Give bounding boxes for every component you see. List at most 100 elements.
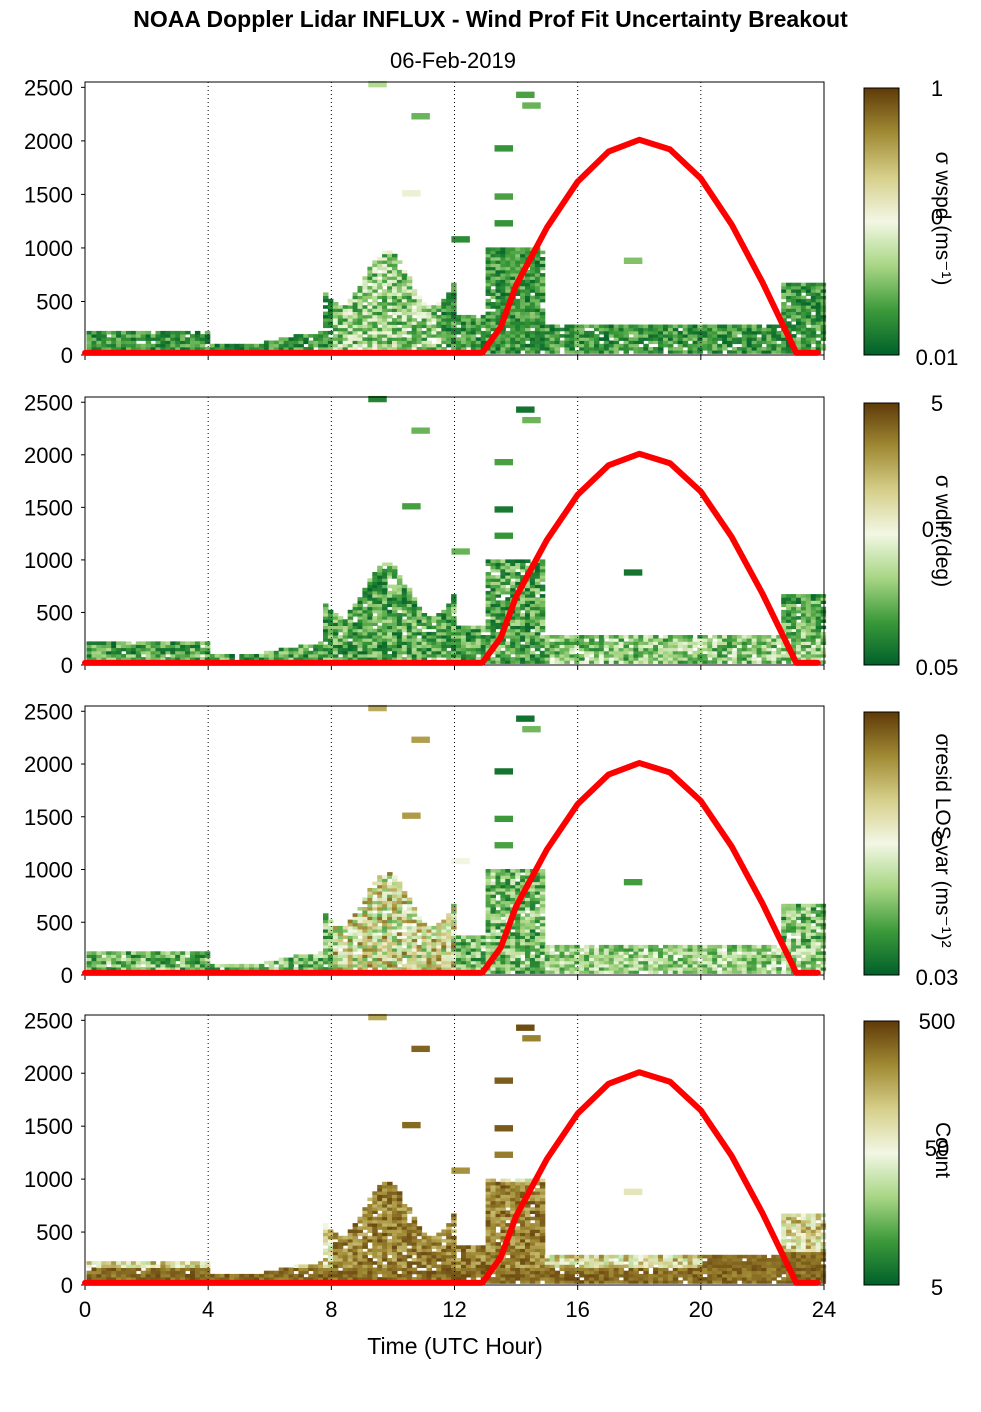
heatmap-cell [805, 654, 812, 658]
heatmap-cell [214, 967, 221, 971]
heatmap-cell [382, 635, 388, 639]
heatmap-cell [96, 957, 102, 962]
heatmap-cell [406, 960, 413, 965]
heatmap-cell [362, 597, 368, 601]
heatmap-cell [436, 922, 442, 927]
heatmap-cell [500, 340, 506, 345]
heatmap-cell [106, 650, 112, 655]
heatmap-cell [465, 935, 472, 939]
heatmap-cell [401, 318, 408, 322]
heatmap-cell [461, 957, 467, 962]
heatmap-cell [722, 330, 728, 335]
heatmap-cell [569, 350, 575, 354]
heatmap-cell [362, 650, 368, 655]
heatmap-cell [628, 654, 634, 658]
heatmap-cell [534, 894, 541, 898]
heatmap-cell [421, 337, 428, 341]
heatmap-cell [470, 944, 477, 949]
heatmap-cell [505, 935, 511, 939]
heatmap-cell [347, 330, 354, 335]
heatmap-cell [485, 334, 492, 338]
heatmap-cell [480, 650, 487, 655]
heatmap-cell [451, 638, 457, 642]
heatmap-cell [362, 292, 368, 296]
heatmap-cell [382, 289, 388, 293]
heatmap-cell [529, 584, 536, 589]
heatmap-cell [86, 343, 92, 348]
x-axis-label: Time (UTC Hour) [367, 1333, 543, 1359]
heatmap-cell [387, 641, 393, 645]
heatmap-cell [268, 343, 275, 348]
heatmap-cell [465, 631, 472, 636]
heatmap-cell [490, 279, 496, 284]
heatmap-cell [485, 635, 492, 639]
heatmap-cell [229, 657, 235, 661]
heatmap-cell [377, 334, 383, 338]
heatmap-cell [318, 644, 324, 649]
heatmap-cell [392, 644, 398, 649]
heatmap-cell [475, 963, 482, 968]
heatmap-cell [796, 289, 802, 293]
heatmap-cell [608, 330, 615, 335]
heatmap-cell [387, 327, 393, 332]
heatmap-cell [485, 314, 492, 319]
heatmap-cell [426, 327, 432, 332]
heatmap-cell [436, 340, 442, 345]
heatmap-cell [500, 572, 506, 576]
heatmap-cell [539, 340, 546, 345]
heatmap-cell [544, 948, 551, 952]
heatmap-cell [377, 340, 383, 345]
heatmap-cell [751, 343, 758, 348]
heatmap-cell [116, 954, 122, 958]
heatmap-cell [677, 635, 684, 639]
heatmap-cell [539, 295, 546, 300]
heatmap-cell [741, 638, 748, 642]
heatmap-cell [421, 944, 428, 949]
heatmap-cell [815, 650, 822, 655]
heatmap-cell [327, 308, 334, 312]
heatmap-cell [485, 327, 492, 332]
heatmap-cell [623, 647, 629, 652]
heatmap-cell [283, 657, 290, 661]
heatmap-cell [327, 628, 334, 633]
heatmap-cell [170, 334, 176, 338]
heatmap-cell [382, 568, 388, 573]
heatmap-cell [96, 963, 102, 968]
heatmap-cell [534, 625, 541, 630]
heatmap-cell [278, 957, 285, 962]
heatmap-cell [608, 638, 615, 642]
heatmap-cell [194, 960, 201, 965]
heatmap-cell [372, 340, 378, 345]
heatmap-cell [377, 635, 383, 639]
heatmap-cell [510, 622, 516, 626]
heatmap-cell [387, 891, 393, 895]
heatmap-cell [406, 625, 413, 630]
heatmap-cell [451, 941, 457, 946]
colorbar-label: σ wspd (ms⁻¹) [931, 152, 954, 286]
heatmap-cell [800, 606, 807, 611]
heatmap-cell [421, 922, 428, 927]
heatmap-cell [396, 641, 403, 645]
heatmap-cell [786, 625, 792, 630]
heatmap-cell [411, 330, 418, 335]
heatmap-cell [150, 343, 157, 348]
heatmap-cell [332, 650, 339, 655]
heatmap-cell [145, 334, 152, 338]
heatmap-cell [426, 938, 432, 943]
heatmap-cell [791, 298, 797, 303]
heatmap-cell [406, 276, 413, 280]
heatmap-cell [121, 951, 127, 955]
heatmap-cell [584, 340, 590, 345]
heatmap-cell [564, 647, 570, 652]
heatmap-cell [549, 954, 556, 958]
heatmap-cell [539, 250, 546, 255]
heatmap-cell [382, 907, 388, 911]
heatmap-cell [451, 606, 457, 611]
heatmap-cell [387, 257, 393, 261]
heatmap-cell [505, 603, 511, 608]
heatmap-cell [416, 613, 423, 617]
heatmap-cell [392, 298, 398, 303]
heatmap-cell [702, 330, 708, 335]
heatmap-cell [318, 654, 324, 658]
heatmap-cell [194, 650, 201, 655]
